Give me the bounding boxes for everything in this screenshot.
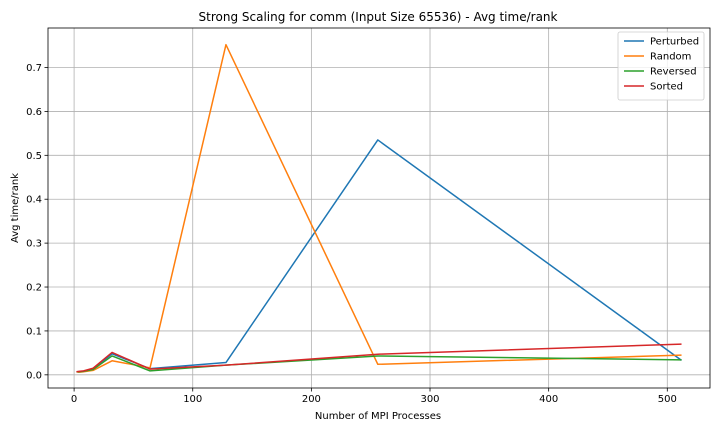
y-tick-label: 0.2 (26, 283, 42, 294)
y-axis-label: Avg time/rank (10, 173, 21, 243)
y-tick-label: 0.6 (26, 107, 42, 118)
legend: Perturbed Random Reversed Sorted (617, 31, 705, 101)
y-tick-label: 0.1 (26, 326, 42, 337)
series-line-random (76, 43, 682, 373)
plot-area: 0 100 200 300 400 500 0.0 0.1 0.2 0.3 0.4 0.5 0.6 0.7 (26, 27, 711, 405)
x-tick-label: 400 (539, 394, 558, 405)
y-tick-label: 0.4 (26, 195, 42, 206)
x-tick-label: 500 (658, 394, 677, 405)
y-tick-label: 0.7 (26, 63, 42, 74)
legend-label-sorted: Sorted (650, 82, 683, 93)
x-tick-label: 0 (71, 394, 77, 405)
y-tick-label: 0.3 (26, 239, 42, 250)
chart-title: Strong Scaling for comm (Input Size 6553… (199, 10, 558, 24)
y-tick-label: 0.0 (26, 370, 42, 381)
x-tick-label: 300 (420, 394, 439, 405)
x-axis-label: Number of MPI Processes (315, 411, 441, 422)
legend-box (617, 31, 705, 101)
x-tick-label: 200 (302, 394, 321, 405)
y-tick-label: 0.5 (26, 151, 42, 162)
x-tick-label: 100 (183, 394, 202, 405)
series-line-perturbed (76, 139, 682, 373)
legend-label-random: Random (650, 52, 691, 63)
legend-label-reversed: Reversed (650, 67, 697, 78)
series-line-sorted (76, 343, 682, 373)
plot-frame (47, 27, 711, 389)
legend-label-perturbed: Perturbed (650, 37, 699, 48)
